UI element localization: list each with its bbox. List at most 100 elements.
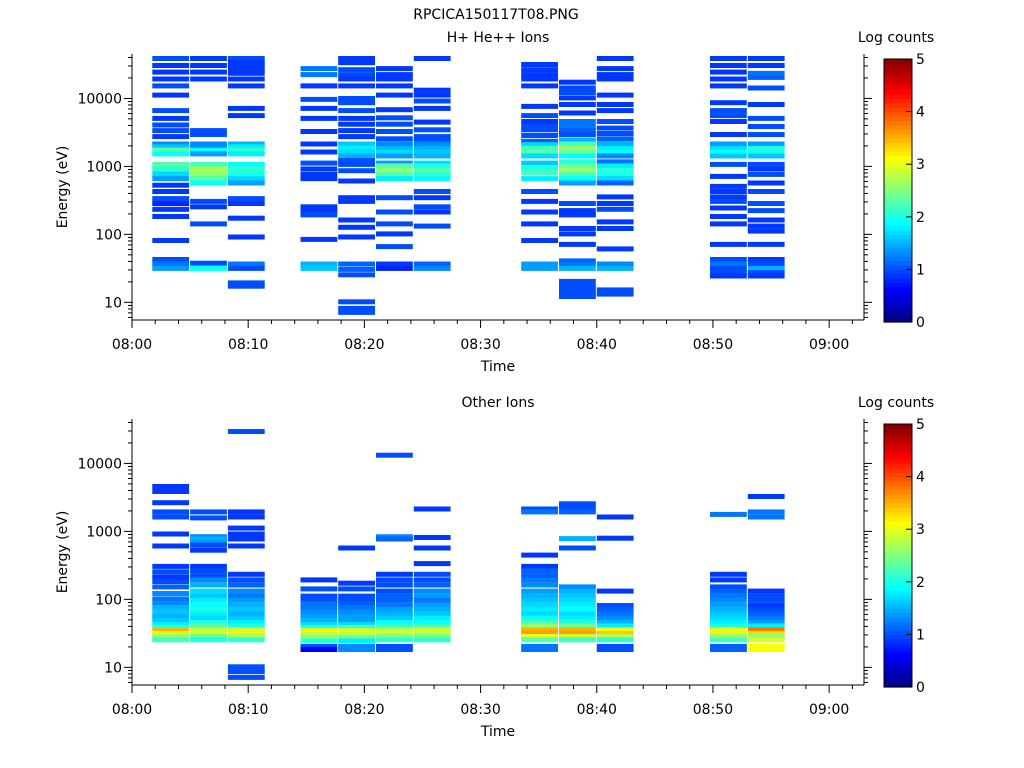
heatmap-cell: [559, 509, 596, 515]
heatmap-cell: [596, 514, 634, 520]
heatmap-cell: [227, 171, 265, 177]
heatmap-cell: [596, 637, 634, 643]
heatmap-cell: [596, 611, 634, 617]
colorbar-step: [884, 630, 912, 635]
heatmap-cell: [559, 536, 596, 542]
heatmap-cell: [152, 634, 190, 639]
heatmap-cell: [300, 609, 338, 615]
heatmap-cell: [300, 115, 338, 121]
heatmap-cell: [227, 113, 265, 119]
heatmap-cell: [596, 287, 634, 293]
y-tick-label: 10: [104, 295, 122, 311]
heatmap-cell: [227, 664, 265, 670]
heatmap-cell: [338, 100, 375, 106]
heatmap-cell: [747, 56, 785, 61]
heatmap-cell: [152, 579, 190, 584]
heatmap-cell: [559, 588, 596, 594]
heatmap-cell: [300, 622, 338, 627]
colorbar-step: [884, 278, 912, 284]
heatmap-cell: [747, 217, 785, 223]
heatmap-cell: [710, 198, 747, 204]
x-tick-label: 08:30: [460, 337, 500, 353]
heatmap-cell: [559, 153, 596, 159]
heatmap-cell: [190, 128, 227, 134]
heatmap-cell: [710, 606, 747, 612]
heatmap-cell: [596, 136, 634, 142]
heatmap-cell: [413, 582, 451, 588]
heatmap-cell: [152, 176, 190, 182]
colorbar-step: [884, 72, 912, 78]
colorbar-step: [884, 498, 912, 504]
heatmap-cell: [300, 149, 338, 155]
heatmap-cell: [413, 627, 451, 633]
x-tick-label: 08:10: [228, 702, 268, 718]
heatmap-cell: [227, 144, 265, 150]
colorbar-step: [884, 559, 912, 565]
heatmap-cell: [596, 535, 634, 541]
heatmap-cell: [521, 506, 558, 512]
heatmap-cell: [376, 221, 413, 227]
heatmap-cell: [747, 265, 785, 271]
heatmap-cell: [710, 273, 747, 279]
colorbar-step: [884, 529, 912, 535]
heatmap-cell: [521, 615, 558, 621]
heatmap-cell: [747, 141, 785, 147]
heatmap-cell: [559, 149, 596, 155]
heatmap-cell: [338, 261, 375, 267]
heatmap-cell: [338, 96, 375, 101]
colorbar-step: [884, 450, 912, 456]
heatmap-cell: [190, 593, 227, 599]
heatmap-cell: [300, 647, 338, 652]
heatmap-cell: [413, 623, 451, 629]
heatmap-cell: [300, 83, 338, 89]
colorbar-frame: [883, 58, 913, 323]
heatmap-cell: [710, 257, 747, 262]
heatmap-cell: [747, 63, 785, 68]
heatmap-cell: [338, 618, 375, 623]
heatmap-cell: [300, 212, 338, 218]
heatmap-cell: [152, 265, 190, 271]
heatmap-cell: [152, 622, 190, 627]
heatmap-cell: [413, 56, 451, 61]
heatmap-cell: [376, 265, 413, 271]
x-axis-label: Time: [480, 359, 515, 375]
heatmap-cell: [190, 627, 227, 633]
heatmap-cell: [710, 108, 747, 114]
colorbar-step: [884, 594, 912, 600]
heatmap-cell: [596, 119, 634, 124]
colorbar-step: [884, 308, 912, 314]
colorbar-step: [884, 313, 912, 319]
heatmap-cell: [559, 258, 596, 264]
heatmap-cell: [596, 603, 634, 608]
colorbar-step: [884, 551, 912, 557]
colorbar-step: [884, 437, 912, 443]
heatmap-cell: [227, 60, 265, 66]
heatmap-cell: [559, 128, 596, 134]
heatmap-cell: [559, 603, 596, 608]
colorbar-step: [884, 472, 912, 478]
heatmap-cell: [710, 119, 747, 124]
heatmap-cell: [338, 108, 375, 114]
heatmap-cell: [413, 160, 451, 166]
heatmap-cell: [747, 273, 785, 279]
heatmap-cell: [338, 198, 375, 204]
heatmap-cells: [152, 429, 785, 680]
heatmap-cell: [338, 272, 375, 278]
heatmap-cell: [338, 60, 375, 66]
heatmap-cell: [338, 145, 375, 151]
heatmap-cell: [338, 168, 375, 174]
heatmap-cell: [521, 509, 558, 515]
heatmap-cell: [227, 603, 265, 608]
heatmap-cell: [338, 224, 375, 230]
heatmap-cell: [747, 514, 785, 520]
heatmap-cell: [521, 552, 558, 558]
colorbar-step: [884, 63, 912, 69]
heatmap-cell: [376, 647, 413, 652]
colorbar-step: [884, 524, 912, 530]
heatmap-cell: [559, 168, 596, 174]
heatmap-cell: [227, 201, 265, 206]
heatmap-cell: [521, 577, 558, 583]
colorbar-step: [884, 243, 912, 249]
heatmap-cell: [559, 132, 596, 137]
heatmap-cell: [376, 146, 413, 151]
